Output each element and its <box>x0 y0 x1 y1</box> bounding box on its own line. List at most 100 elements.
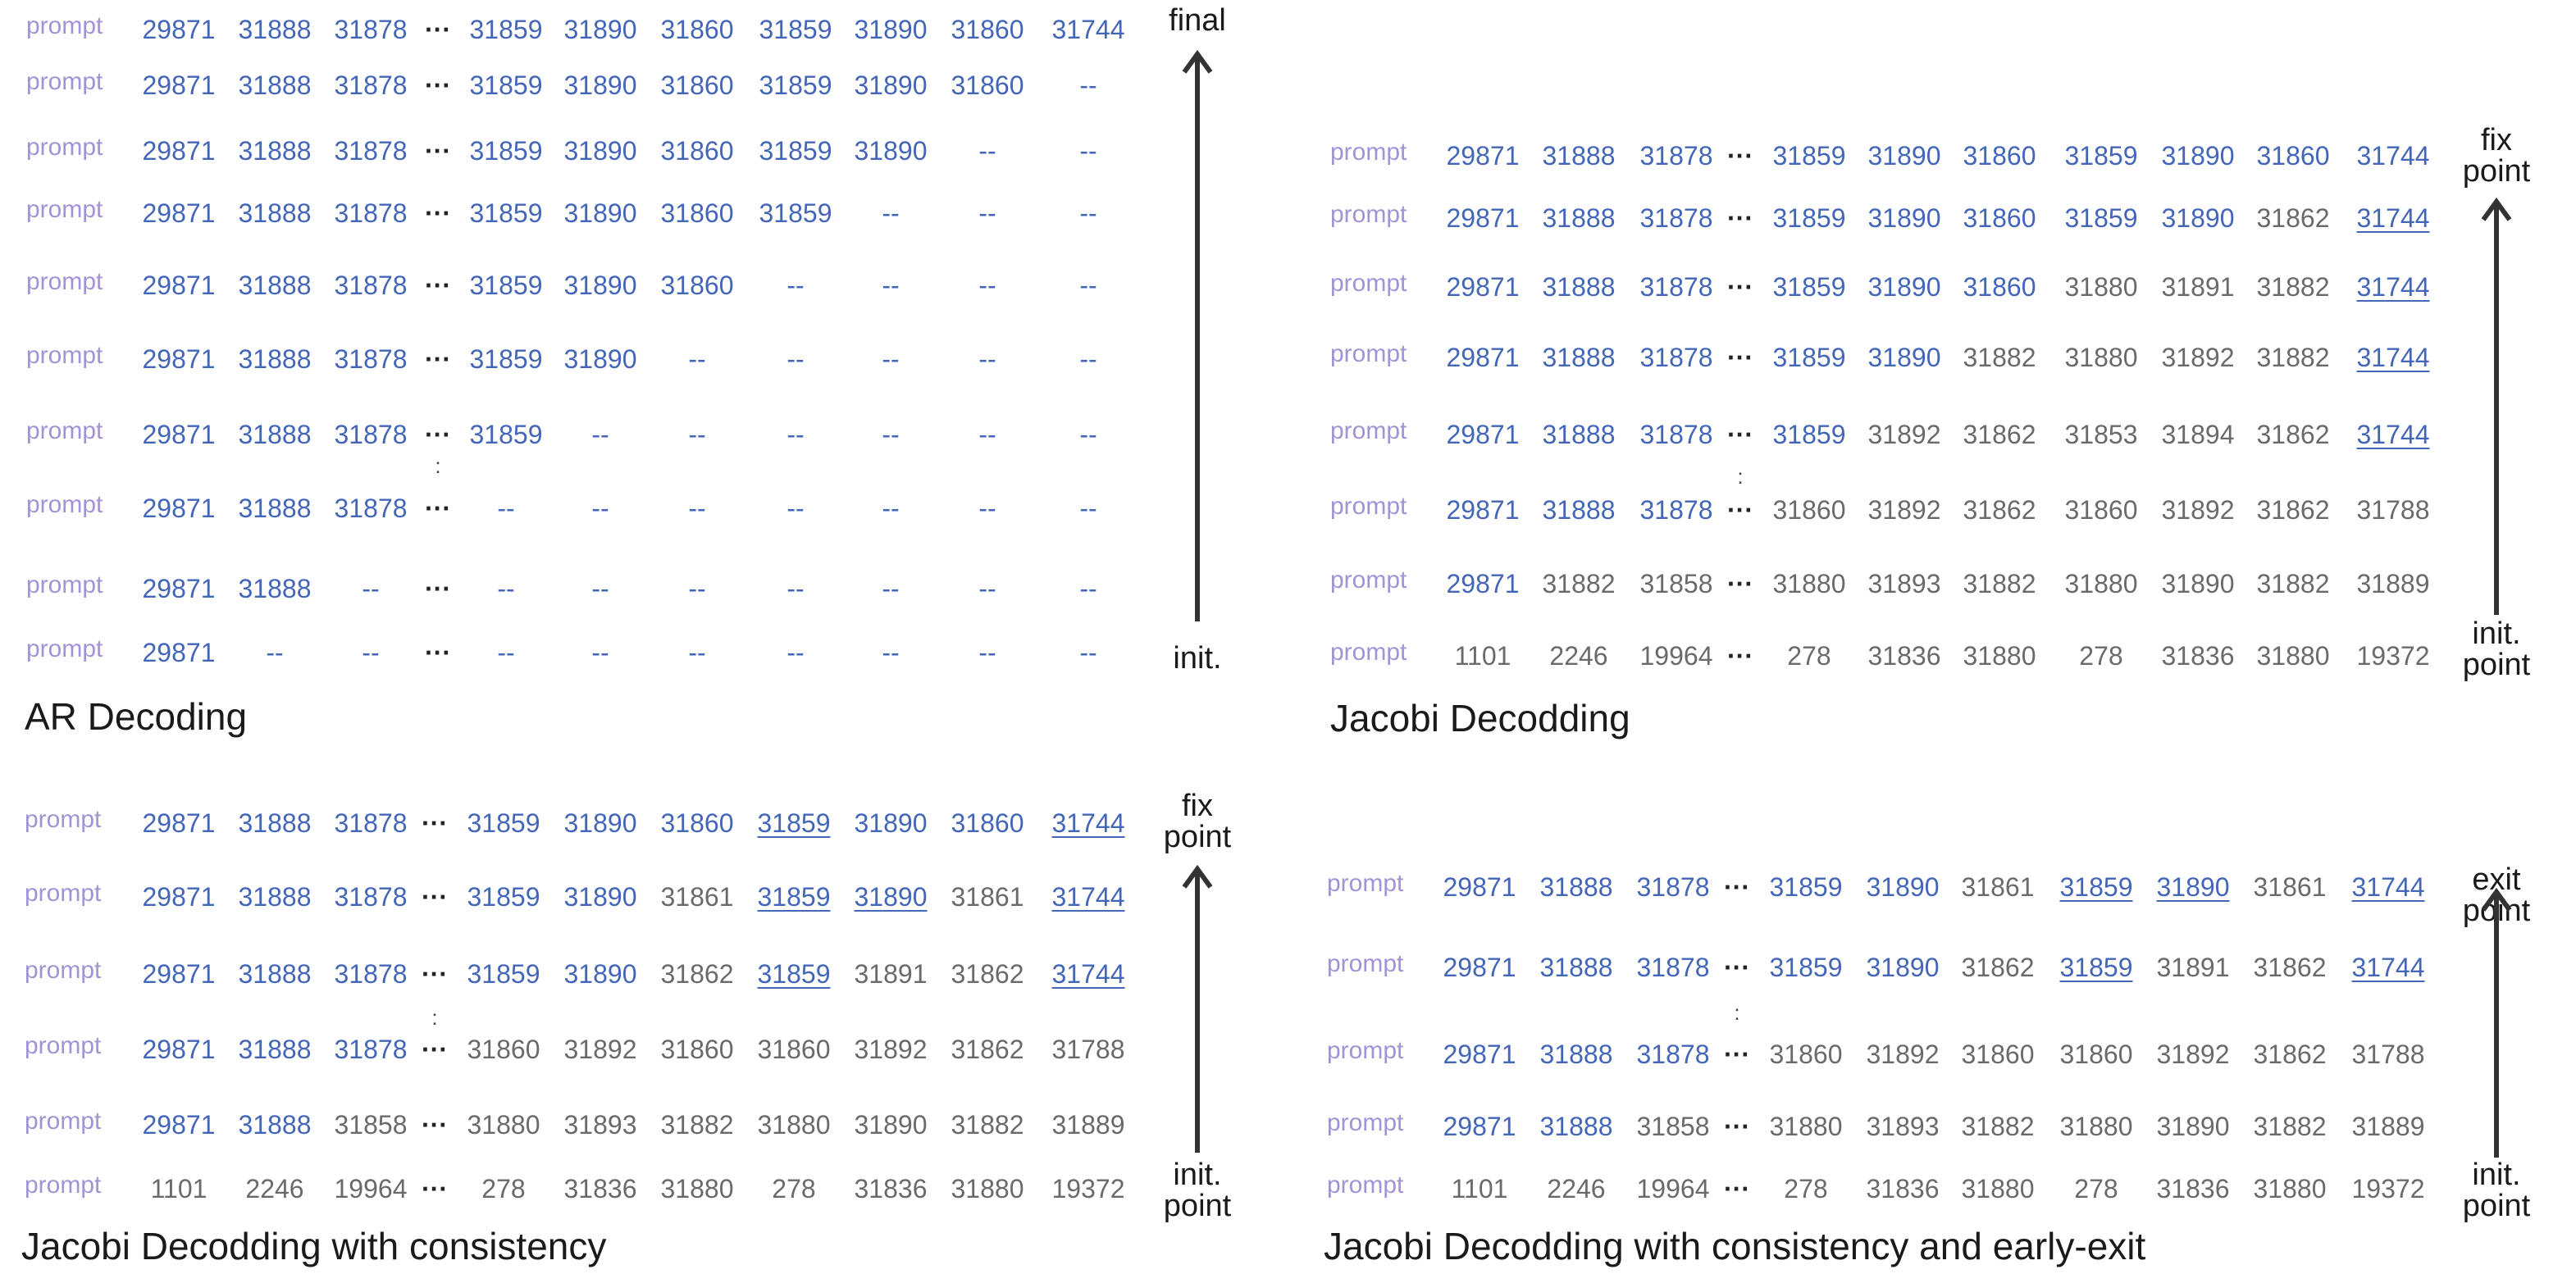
token: -- <box>688 638 706 667</box>
token: 31882 <box>1963 343 2036 372</box>
ellipsis: ··· <box>425 344 451 374</box>
ellipsis: ··· <box>425 71 451 100</box>
token: 29871 <box>142 638 216 667</box>
ellipsis: ··· <box>1727 641 1753 671</box>
token: 31862 <box>2256 495 2330 525</box>
token: 29871 <box>142 15 216 44</box>
token: 31880 <box>2064 569 2138 598</box>
prompt-label: prompt <box>1327 1172 1404 1199</box>
prompt-label: prompt <box>1327 1109 1404 1136</box>
token: 29871 <box>142 344 216 374</box>
token: 29871 <box>1446 420 1520 449</box>
token: 31890 <box>2161 203 2235 233</box>
token: 31888 <box>238 15 312 44</box>
token: -- <box>882 271 900 300</box>
token: 31878 <box>1636 872 1710 902</box>
arrow-bottom-label-line: point <box>2462 648 2531 682</box>
ellipsis: ··· <box>425 271 451 300</box>
token: 31880 <box>951 1174 1024 1203</box>
token: -- <box>1079 344 1097 374</box>
token: 31882 <box>2256 569 2330 598</box>
token: -- <box>1079 136 1097 166</box>
token: 31878 <box>334 959 408 989</box>
token: 31890 <box>854 1110 928 1140</box>
arrow-top-label: fix point <box>1164 790 1231 853</box>
prompt-label: prompt <box>1330 566 1407 594</box>
token: 31890 <box>2156 1112 2230 1141</box>
arrow-bottom-label-line: point <box>1163 1189 1232 1223</box>
token: 31860 <box>1769 1040 1843 1069</box>
token: 31878 <box>334 420 408 449</box>
token: 31888 <box>238 882 312 912</box>
token: 31860 <box>1772 495 1846 525</box>
token: 31882 <box>951 1110 1024 1140</box>
token: 31878 <box>1636 953 1710 982</box>
progress-arrow <box>1182 864 1213 1153</box>
token: 31892 <box>2161 495 2235 525</box>
vertical-ellipsis: : <box>431 1005 438 1030</box>
token: 31860 <box>660 198 734 228</box>
token: 31890 <box>563 271 637 300</box>
token: 31892 <box>2161 343 2235 372</box>
ellipsis: ··· <box>1724 1112 1750 1141</box>
token: 31858 <box>334 1110 408 1140</box>
token: -- <box>786 420 805 449</box>
ellipsis: ··· <box>422 882 448 912</box>
token: 31890 <box>2156 872 2230 902</box>
token: -- <box>591 494 609 523</box>
token: 31860 <box>951 808 1024 838</box>
token: -- <box>882 344 900 374</box>
token: -- <box>786 494 805 523</box>
token: 31859 <box>467 959 540 989</box>
token: 31878 <box>1639 141 1713 171</box>
token: 31860 <box>660 136 734 166</box>
token: 31861 <box>660 882 734 912</box>
token: 31744 <box>1051 882 1125 912</box>
progress-arrow <box>1182 49 1213 621</box>
token: -- <box>362 574 380 603</box>
token: -- <box>497 638 515 667</box>
token: 29871 <box>142 882 216 912</box>
token: 31888 <box>238 136 312 166</box>
token: 31878 <box>334 344 408 374</box>
token: 29871 <box>142 959 216 989</box>
prompt-label: prompt <box>26 491 103 518</box>
token: 31888 <box>1542 203 1616 233</box>
token: -- <box>978 344 996 374</box>
prompt-label: prompt <box>25 806 102 833</box>
arrow-bottom-label: init. point <box>1164 1159 1231 1222</box>
token: -- <box>882 574 900 603</box>
token: 31836 <box>2156 1174 2230 1203</box>
token: -- <box>688 344 706 374</box>
token: 31878 <box>334 1035 408 1064</box>
token: 31860 <box>660 1035 734 1064</box>
token: 31858 <box>1639 569 1713 598</box>
token: 31861 <box>1961 872 2035 902</box>
token: 31836 <box>1866 1174 1940 1203</box>
token: 31892 <box>1867 495 1941 525</box>
token: 31744 <box>2356 343 2430 372</box>
token: 1101 <box>1451 1174 1508 1203</box>
token: 31744 <box>2351 872 2425 902</box>
token: 278 <box>1787 641 1831 671</box>
prompt-label: prompt <box>26 68 103 95</box>
token: 31860 <box>2256 141 2330 171</box>
token: 31836 <box>1867 641 1941 671</box>
token: 31888 <box>1542 420 1616 449</box>
token: 29871 <box>1443 1040 1516 1069</box>
token: 31890 <box>563 959 637 989</box>
token: 31859 <box>757 882 831 912</box>
token: 31888 <box>1542 272 1616 302</box>
token: 31860 <box>660 71 734 100</box>
token: 31860 <box>660 271 734 300</box>
token: 31892 <box>1866 1040 1940 1069</box>
token: -- <box>591 420 609 449</box>
token: -- <box>978 271 996 300</box>
token: 31890 <box>1866 872 1940 902</box>
token: 29871 <box>1443 1112 1516 1141</box>
arrow-bottom-label-line: point <box>2462 1189 2531 1223</box>
token: 31862 <box>2253 1040 2327 1069</box>
token: -- <box>978 136 996 166</box>
token: 31859 <box>759 136 832 166</box>
token: 31888 <box>238 959 312 989</box>
